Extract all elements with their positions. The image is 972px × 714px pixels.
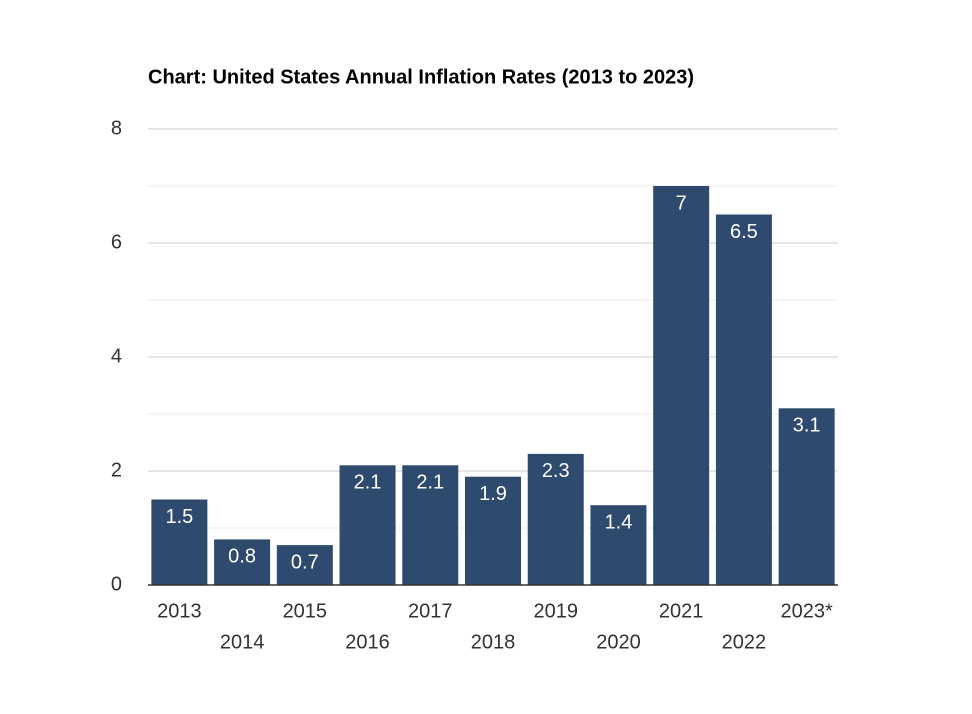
bar [465,476,521,585]
y-tick-label: 8 [111,117,122,139]
data-label: 7 [676,192,687,214]
data-label: 6.5 [730,221,758,243]
bar [402,465,459,585]
x-tick-label: 2014 [220,631,265,653]
x-tick-label: 2015 [283,600,328,622]
bar [715,214,772,585]
bar [276,545,333,585]
bar [339,465,396,585]
x-tick-label: 2021 [659,600,704,622]
bar [214,539,271,585]
chart-title: Chart: United States Annual Inflation Ra… [148,66,694,88]
x-tick-label: 2013 [157,600,202,622]
y-tick-label: 0 [111,573,122,595]
bar [778,408,835,585]
data-label: 0.8 [228,546,256,568]
bar [590,505,647,585]
data-label: 1.9 [479,483,507,505]
data-label: 2.1 [416,472,444,494]
data-label: 0.7 [291,551,319,573]
x-tick-label: 2016 [345,631,390,653]
data-label: 3.1 [793,415,821,437]
y-tick-label: 4 [111,345,122,367]
x-tick-label: 2018 [471,631,516,653]
data-label: 2.1 [354,472,382,494]
bar [653,186,710,585]
y-tick-label: 6 [111,231,122,253]
x-tick-label: 2019 [533,600,578,622]
y-tick-label: 2 [111,459,122,481]
bar [151,499,208,585]
x-tick-label: 2023* [780,600,832,622]
bar [527,453,584,585]
data-label: 1.5 [165,506,193,528]
data-label: 1.4 [605,511,633,533]
x-tick-label: 2022 [722,631,767,653]
x-tick-label: 2017 [408,600,453,622]
x-tick-label: 2020 [596,631,641,653]
data-label: 2.3 [542,460,570,482]
